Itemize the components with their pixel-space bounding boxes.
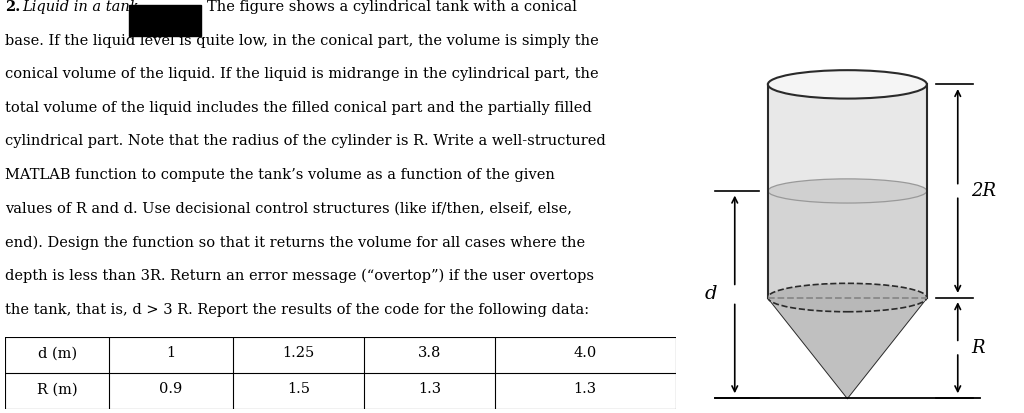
Text: Liquid in a tank: Liquid in a tank [23,0,139,14]
Text: values of R and d. Use decisional control structures (like if/then, elseif, else: values of R and d. Use decisional contro… [5,202,572,216]
Polygon shape [768,297,927,398]
Polygon shape [768,297,927,398]
Text: 0.9: 0.9 [160,382,182,396]
Text: 2.: 2. [5,0,20,14]
Text: 2R: 2R [971,182,996,200]
Text: 1: 1 [167,346,176,360]
Text: d (m): d (m) [38,346,77,360]
Text: total volume of the liquid includes the filled conical part and the partially fi: total volume of the liquid includes the … [5,101,592,115]
Text: 1.3: 1.3 [573,382,597,396]
Text: MATLAB function to compute the tank’s volume as a function of the given: MATLAB function to compute the tank’s vo… [5,168,555,182]
Ellipse shape [768,283,927,312]
Text: R (m): R (m) [37,382,78,396]
Ellipse shape [768,70,927,99]
Text: 1.5: 1.5 [287,382,310,396]
Text: d: d [705,285,717,304]
Text: The figure shows a cylindrical tank with a conical: The figure shows a cylindrical tank with… [207,0,577,14]
Text: depth is less than 3R. Return an error message (“overtop”) if the user overtops: depth is less than 3R. Return an error m… [5,269,594,283]
Ellipse shape [768,179,927,203]
Text: 3.8: 3.8 [418,346,441,360]
Text: cylindrical part. Note that the radius of the cylinder is R. Write a well-struct: cylindrical part. Note that the radius o… [5,135,606,149]
Text: 1.3: 1.3 [418,382,441,396]
Text: end). Design the function so that it returns the volume for all cases where the: end). Design the function so that it ret… [5,235,586,250]
Bar [129,5,201,36]
Text: R: R [971,339,984,357]
Text: base. If the liquid level is quite low, in the conical part, the volume is simpl: base. If the liquid level is quite low, … [5,33,599,47]
Bar [768,84,927,297]
Text: 1.25: 1.25 [283,346,314,360]
Text: the tank, that is, d > 3 R. Report the results of the code for the following dat: the tank, that is, d > 3 R. Report the r… [5,303,590,317]
Text: conical volume of the liquid. If the liquid is midrange in the cylindrical part,: conical volume of the liquid. If the liq… [5,67,599,81]
Bar [768,191,927,297]
Text: 4.0: 4.0 [573,346,597,360]
